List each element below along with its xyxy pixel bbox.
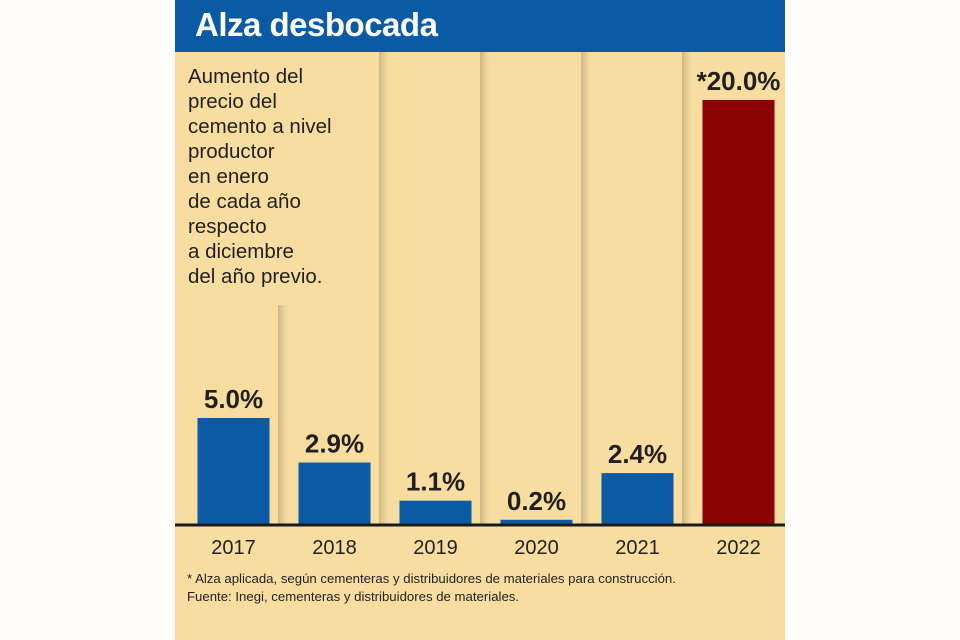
chart-description: Aumento del precio del cemento a nivel p… bbox=[188, 64, 408, 289]
infographic-panel: 5.0% 2017 2.9% 2018 1.1% 2019 0.2% 2020 2.4% 2021… bbox=[175, 0, 785, 640]
description-line: del año previo. bbox=[188, 265, 323, 288]
data-label-2020: 0.2% bbox=[507, 486, 566, 516]
description-line: cemento a nivel bbox=[188, 115, 332, 138]
data-label-2022: *20.0% bbox=[697, 66, 781, 96]
data-label-2017: 5.0% bbox=[204, 384, 263, 414]
bar-chart: 5.0% 2017 2.9% 2018 1.1% 2019 0.2% 2020 2.4% 2021… bbox=[175, 52, 785, 559]
x-tick-2020: 2020 bbox=[514, 537, 559, 559]
x-tick-2021: 2021 bbox=[615, 537, 660, 559]
column-separator bbox=[278, 305, 290, 524]
x-tick-2022: 2022 bbox=[716, 537, 761, 559]
description-line: de cada año bbox=[188, 190, 301, 213]
column-separator bbox=[682, 52, 694, 524]
data-label-2019: 1.1% bbox=[406, 467, 465, 497]
column-separator bbox=[379, 52, 391, 524]
description-line: productor bbox=[188, 140, 275, 163]
bar-2021 bbox=[601, 473, 674, 524]
footnote-source: Fuente: Inegi, cementeras y distribuidor… bbox=[187, 589, 520, 604]
title-banner: Alza desbocada bbox=[175, 0, 785, 52]
right-margin bbox=[785, 0, 960, 640]
x-tick-2018: 2018 bbox=[312, 537, 357, 559]
bar-2020 bbox=[500, 519, 573, 524]
chart-title: Alza desbocada bbox=[195, 6, 438, 43]
bar-2017 bbox=[197, 418, 270, 524]
left-margin bbox=[0, 0, 175, 640]
bar-2018 bbox=[298, 462, 371, 524]
description-line: Aumento del bbox=[188, 65, 304, 88]
description-line: precio del bbox=[188, 90, 277, 113]
data-label-2018: 2.9% bbox=[305, 429, 364, 459]
x-tick-2017: 2017 bbox=[211, 537, 256, 559]
description-line: a diciembre bbox=[188, 240, 294, 263]
bar-2022 bbox=[702, 100, 775, 524]
description-line: en enero bbox=[188, 165, 269, 188]
column-separator bbox=[480, 52, 492, 524]
footnotes: * Alza aplicada, según cementeras y dist… bbox=[187, 570, 777, 606]
bar-2019 bbox=[399, 500, 472, 524]
x-tick-2019: 2019 bbox=[413, 537, 458, 559]
column-separator bbox=[581, 52, 593, 524]
data-label-2021: 2.4% bbox=[608, 439, 667, 469]
footnote-asterisk: * Alza aplicada, según cementeras y dist… bbox=[187, 571, 676, 586]
description-line: respecto bbox=[188, 215, 267, 238]
